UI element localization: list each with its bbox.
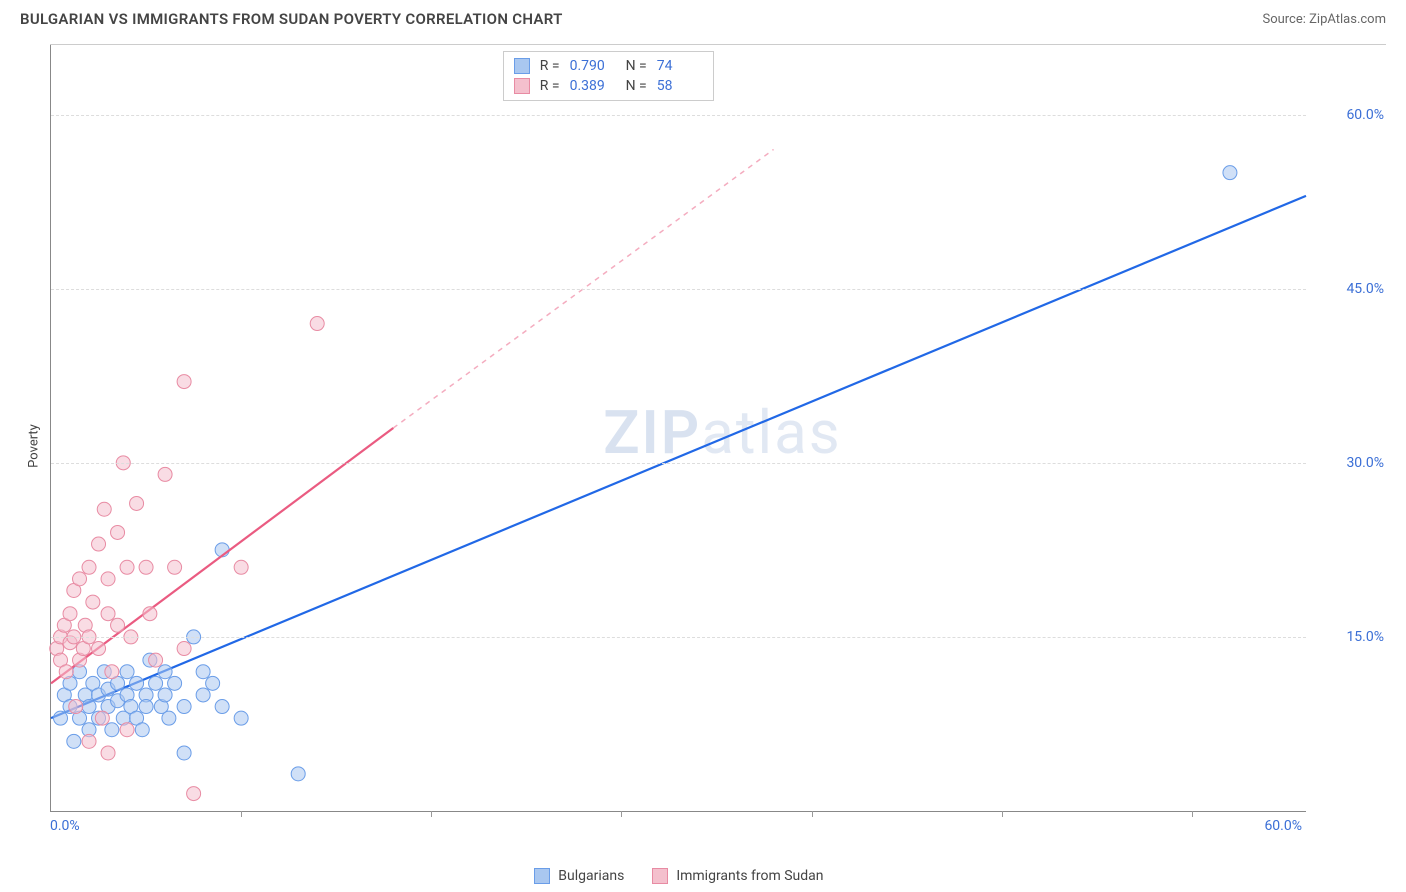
data-point-sudan: [86, 595, 100, 609]
data-point-sudan: [234, 560, 248, 574]
data-point-bulgarians: [120, 665, 134, 679]
data-point-bulgarians: [291, 767, 305, 781]
legend-swatch-sudan: [652, 868, 668, 884]
r-label: R =: [540, 58, 560, 74]
data-point-sudan: [101, 746, 115, 760]
data-point-bulgarians: [234, 711, 248, 725]
x-tick-max: 60.0%: [1264, 818, 1302, 834]
gridline-h: [51, 463, 1306, 464]
data-point-bulgarians: [158, 665, 172, 679]
regression-line-bulgarians: [51, 196, 1306, 718]
data-point-sudan: [139, 560, 153, 574]
chart-container: ZIPatlas R =0.790N =74R =0.389N =58 15.0…: [50, 44, 1386, 842]
gridline-h: [51, 115, 1306, 116]
y-tick-label: 60.0%: [1314, 107, 1384, 123]
r-value: 0.790: [570, 58, 616, 74]
swatch-bulgarians: [514, 58, 530, 74]
data-point-sudan: [111, 618, 125, 632]
data-point-bulgarians: [196, 665, 210, 679]
stats-row-sudan: R = 0.389 N = 58: [514, 76, 703, 96]
legend-item-sudan: Immigrants from Sudan: [652, 868, 823, 884]
data-point-bulgarians: [82, 700, 96, 714]
n-value: 58: [657, 78, 703, 94]
n-value: 74: [657, 58, 703, 74]
stats-row-bulgarians: R = 0.790 N = 74: [514, 56, 703, 76]
legend: Bulgarians Immigrants from Sudan: [534, 868, 823, 884]
data-point-sudan: [63, 607, 77, 621]
data-point-sudan: [149, 653, 163, 667]
legend-label: Immigrants from Sudan: [676, 868, 823, 884]
data-point-sudan: [177, 642, 191, 656]
data-point-bulgarians: [54, 711, 68, 725]
stats-box: R = 0.790 N = 74 R = 0.389 N = 58: [503, 51, 714, 101]
x-tick-min: 0.0%: [50, 818, 80, 834]
data-point-sudan: [120, 560, 134, 574]
data-point-sudan: [105, 665, 119, 679]
y-tick-label: 45.0%: [1314, 281, 1384, 297]
data-point-bulgarians: [135, 723, 149, 737]
r-value: 0.389: [570, 78, 616, 94]
data-point-sudan: [92, 642, 106, 656]
plot-area: ZIPatlas R =0.790N =74R =0.389N =58 15.0…: [50, 45, 1306, 812]
y-tick-label: 30.0%: [1314, 455, 1384, 471]
data-point-sudan: [92, 537, 106, 551]
data-point-sudan: [59, 665, 73, 679]
source-attribution: Source: ZipAtlas.com: [1262, 12, 1386, 27]
n-label: N =: [626, 78, 647, 94]
data-point-sudan: [82, 734, 96, 748]
n-label: N =: [626, 58, 647, 74]
data-point-bulgarians: [168, 676, 182, 690]
data-point-sudan: [73, 572, 87, 586]
data-point-bulgarians: [139, 700, 153, 714]
r-label: R =: [540, 78, 560, 94]
data-point-sudan: [168, 560, 182, 574]
data-point-bulgarians: [215, 700, 229, 714]
data-point-sudan: [143, 607, 157, 621]
data-point-sudan: [187, 787, 201, 801]
data-point-bulgarians: [177, 700, 191, 714]
x-tick: [812, 811, 813, 817]
x-tick: [431, 811, 432, 817]
x-tick: [1002, 811, 1003, 817]
data-point-sudan: [101, 607, 115, 621]
data-point-sudan: [97, 502, 111, 516]
page-title: BULGARIAN VS IMMIGRANTS FROM SUDAN POVER…: [20, 10, 563, 28]
x-tick: [621, 811, 622, 817]
gridline-h: [51, 289, 1306, 290]
data-point-sudan: [69, 700, 83, 714]
data-point-bulgarians: [105, 723, 119, 737]
data-point-sudan: [82, 560, 96, 574]
data-point-bulgarians: [206, 676, 220, 690]
y-tick-label: 15.0%: [1314, 629, 1384, 645]
data-point-bulgarians: [158, 688, 172, 702]
legend-swatch-bulgarians: [534, 868, 550, 884]
data-point-bulgarians: [149, 676, 163, 690]
data-point-sudan: [101, 572, 115, 586]
data-point-sudan: [95, 711, 109, 725]
data-point-sudan: [158, 467, 172, 481]
data-point-sudan: [111, 525, 125, 539]
x-tick: [241, 811, 242, 817]
data-point-sudan: [177, 375, 191, 389]
source-prefix: Source:: [1262, 12, 1309, 27]
swatch-sudan: [514, 78, 530, 94]
data-point-bulgarians: [1223, 166, 1237, 180]
data-point-bulgarians: [177, 746, 191, 760]
x-tick: [1192, 811, 1193, 817]
data-point-bulgarians: [196, 688, 210, 702]
data-point-sudan: [130, 496, 144, 510]
data-point-bulgarians: [67, 734, 81, 748]
data-point-bulgarians: [130, 676, 144, 690]
gridline-h: [51, 637, 1306, 638]
legend-label: Bulgarians: [558, 868, 624, 884]
plot-svg: [51, 45, 1306, 811]
source-name: ZipAtlas.com: [1309, 12, 1386, 27]
data-point-bulgarians: [162, 711, 176, 725]
data-point-sudan: [310, 317, 324, 331]
legend-item-bulgarians: Bulgarians: [534, 868, 624, 884]
y-axis-label: Poverty: [26, 424, 41, 468]
data-point-sudan: [120, 723, 134, 737]
